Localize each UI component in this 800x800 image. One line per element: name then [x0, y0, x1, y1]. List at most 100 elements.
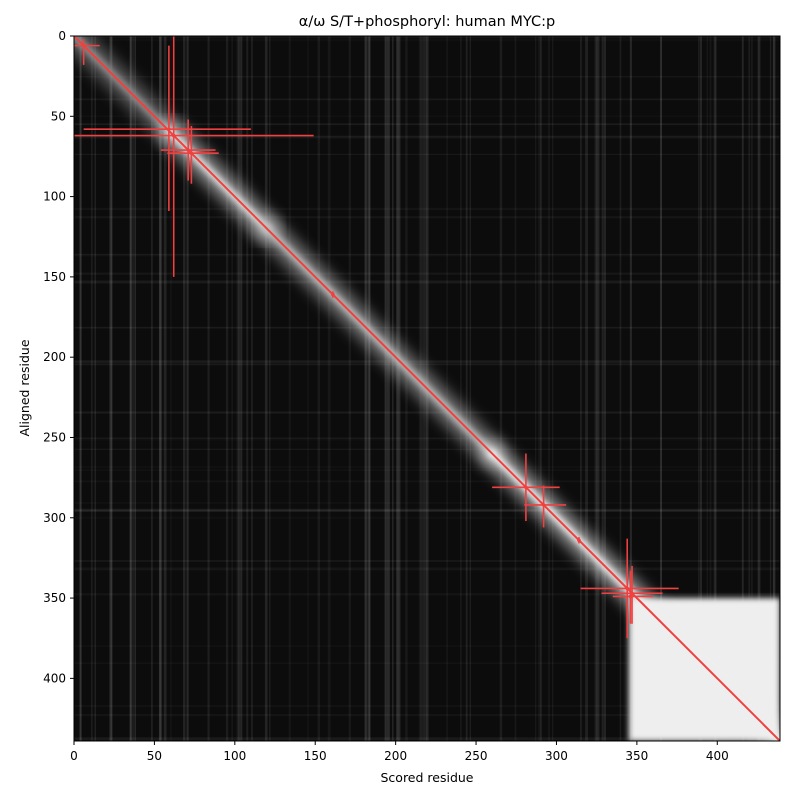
heatmap-texture-streak: [348, 36, 351, 741]
heatmap-texture-streak: [773, 36, 775, 741]
heatmap-texture-streak: [597, 36, 600, 741]
heatmap-texture-streak: [288, 36, 291, 741]
heatmap-texture-row: [74, 209, 780, 210]
heatmap-texture-streak: [538, 36, 541, 741]
heatmap-texture-streak: [170, 36, 172, 741]
heatmap-texture-row: [74, 272, 780, 275]
heatmap-texture-streak: [540, 36, 542, 741]
heatmap-texture-streak: [700, 36, 702, 741]
heatmap-texture-row: [74, 115, 780, 117]
heatmap-texture-streak: [307, 36, 309, 741]
heatmap-texture-row: [74, 437, 780, 439]
heatmap-texture-streak: [580, 36, 582, 741]
heatmap-texture-streak: [601, 36, 604, 741]
heatmap-texture-row: [74, 280, 780, 284]
heatmap-texture-streak: [238, 36, 240, 741]
heatmap-texture-row: [74, 39, 780, 41]
heatmap-texture-streak: [129, 36, 132, 741]
heatmap-texture-row: [74, 36, 780, 39]
heatmap-texture-streak: [769, 36, 772, 741]
error-cross-marker: [612, 570, 653, 624]
marker-point: [171, 133, 176, 138]
marker-group: [74, 36, 679, 639]
heatmap-texture-row: [74, 737, 780, 741]
heatmap-texture-streak: [757, 36, 761, 741]
heatmap-texture-streak: [460, 36, 462, 741]
y-tick-label: 0: [58, 29, 66, 43]
heatmap-texture: [74, 36, 780, 741]
heatmap-texture-streak: [367, 36, 370, 741]
x-tick-label: 100: [223, 749, 246, 763]
heatmap-texture-row: [74, 448, 780, 450]
heatmap-texture-streak: [514, 36, 517, 741]
heatmap-texture-streak: [384, 36, 387, 741]
heatmap-texture-row: [74, 363, 780, 366]
heatmap-texture-streak: [698, 36, 700, 741]
marker-point: [81, 43, 86, 48]
heatmap-texture-row: [74, 326, 780, 329]
y-tick-label: 200: [43, 350, 66, 364]
heatmap-texture-streak: [365, 36, 368, 741]
heatmap-texture-row: [74, 98, 780, 100]
heatmap-texture-streak: [163, 36, 167, 741]
heatmap-texture-streak: [392, 36, 394, 741]
error-cross-marker: [74, 36, 314, 277]
x-axis-label: Scored residue: [380, 770, 473, 785]
marker-point: [628, 594, 633, 599]
heatmap-texture-row: [74, 480, 780, 482]
heatmap-texture-streak: [660, 36, 662, 741]
marker-point: [331, 292, 335, 297]
heatmap-texture-streak: [91, 36, 93, 741]
heatmap-texture-streak: [94, 36, 97, 741]
heatmap-texture-streak: [706, 36, 708, 741]
heatmap-texture-streak: [159, 36, 163, 741]
heatmap-texture-row: [74, 253, 780, 256]
heatmap-texture-row: [74, 508, 780, 512]
error-cross-marker: [167, 125, 219, 184]
heatmap-texture-streak: [741, 36, 744, 741]
chart-title: α/ω S/T+phosphoryl: human MYC:p: [299, 14, 555, 30]
error-cross-marker: [580, 538, 679, 639]
heatmap-texture-streak: [246, 36, 249, 741]
marker-point: [625, 586, 630, 591]
heatmap-texture-streak: [109, 36, 113, 741]
heatmap-texture-streak: [603, 36, 606, 741]
plot-frame: [73, 35, 781, 742]
x-tick-label: 400: [706, 749, 729, 763]
marker-point: [189, 151, 194, 156]
x-tick-label: 0: [70, 749, 78, 763]
heatmap-texture-streak: [384, 36, 388, 741]
heatmap-texture-row: [74, 469, 780, 471]
x-tick-label: 150: [304, 749, 327, 763]
heatmap-texture-streak: [660, 36, 662, 741]
heatmap-texture-streak: [186, 36, 189, 741]
x-tick-label: 200: [384, 749, 407, 763]
heatmap-texture-streak: [110, 36, 113, 741]
heatmap-texture-row: [74, 135, 780, 138]
heatmap-texture-streak: [594, 36, 598, 741]
heatmap-texture-streak: [368, 36, 371, 741]
heatmap-texture-streak: [264, 36, 268, 741]
heatmap-texture-streak: [134, 36, 137, 741]
heatmap-texture-row: [74, 517, 780, 519]
heatmap-texture-streak: [134, 36, 137, 741]
heatmap-texture-streak: [396, 36, 399, 741]
heatmap-texture-streak: [385, 36, 389, 741]
heatmap-texture-streak: [250, 36, 253, 741]
heatmap-texture-streak: [183, 36, 186, 741]
x-tick-label: 350: [625, 749, 648, 763]
error-cross-marker: [74, 39, 100, 65]
heatmap-texture-row: [74, 593, 780, 595]
heatmap-texture-row: [74, 216, 780, 219]
y-tick-label: 100: [43, 190, 66, 204]
error-cross-marker: [83, 45, 251, 212]
error-cross-marker: [492, 453, 560, 521]
heatmap-texture-streak: [405, 36, 408, 741]
heatmap-texture-streak: [317, 36, 321, 741]
heatmap-texture-streak: [231, 36, 233, 741]
marker-point: [541, 503, 546, 507]
x-tick-label: 50: [147, 749, 162, 763]
x-axis-ticks: 0 50 100 150 200 250 300 350 400: [70, 741, 729, 763]
y-axis-ticks: 0 50 100 150 200 250 300 350 400: [43, 29, 74, 685]
heatmap-texture-streak: [629, 36, 632, 741]
